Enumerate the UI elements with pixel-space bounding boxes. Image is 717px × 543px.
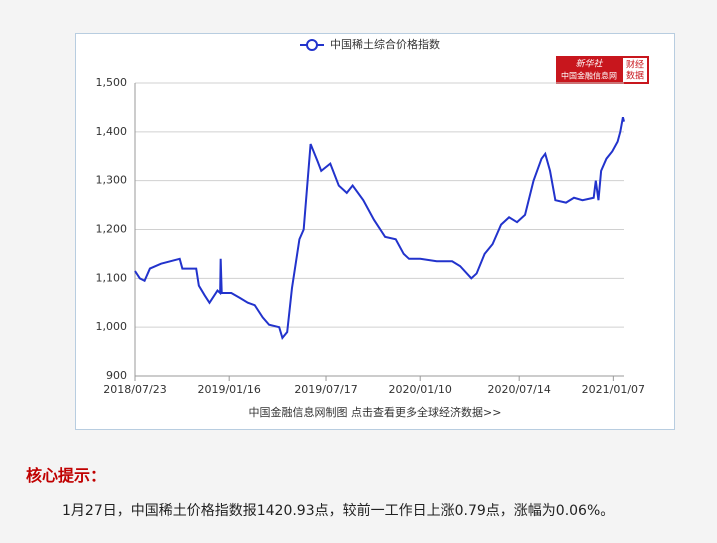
x-tick-label: 2021/01/07 — [582, 383, 645, 396]
chart-frame — [75, 33, 675, 430]
source-note[interactable]: 中国金融信息网制图 点击查看更多全球经济数据>> — [249, 405, 502, 419]
logo-tag-box — [623, 58, 647, 82]
x-tick-label: 2019/07/17 — [294, 383, 357, 396]
y-tick-label: 1,300 — [96, 174, 128, 187]
x-tick-label: 2018/07/23 — [103, 383, 166, 396]
legend-symbol — [306, 39, 318, 51]
logo-tag: 数据 — [626, 70, 644, 82]
logo-site: 中国金融信息网 — [561, 71, 617, 81]
article-heading: 核心提示： — [26, 466, 107, 485]
y-tick-label: 1,100 — [96, 271, 128, 284]
y-tick-label: 1,200 — [96, 223, 128, 236]
logo-tag: 财经 — [626, 59, 644, 71]
chart: 新华社 中国金融信息网 财经 数据 中国金融信息网制图 点击查看更多全球经济数据… — [75, 33, 675, 430]
series-line — [134, 116, 625, 341]
legend-label: 中国稀土综合价格指数 — [330, 37, 440, 51]
x-tick-label: 2019/01/16 — [197, 383, 260, 396]
x-tick-label: 2020/07/14 — [487, 383, 550, 396]
x-tick-label: 2020/01/10 — [389, 383, 452, 396]
logo-brand: 新华社 — [575, 59, 603, 70]
y-tick-label: 1,000 — [96, 320, 128, 333]
y-tick-label: 1,400 — [96, 125, 128, 138]
article-body: 1月27日，中国稀土价格指数报1420.93点，较前一工作日上涨0.79点，涨幅… — [62, 503, 615, 519]
y-tick-label: 900 — [106, 369, 127, 382]
y-tick-label: 1,500 — [96, 76, 128, 89]
